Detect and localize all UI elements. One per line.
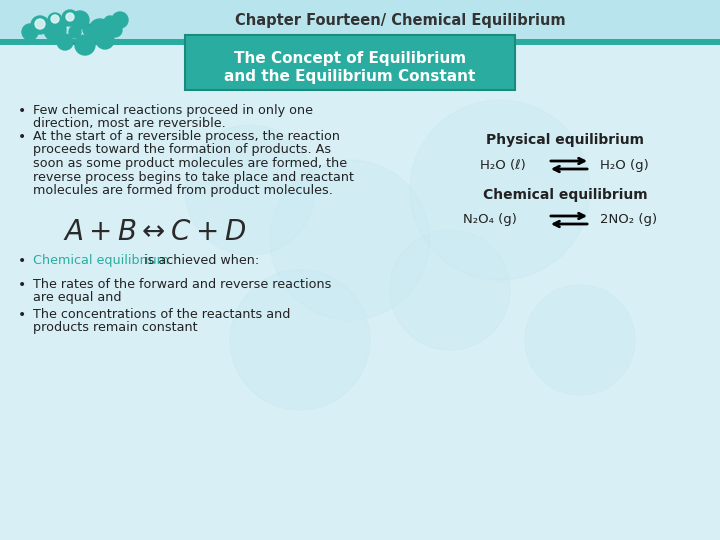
Text: The rates of the forward and reverse reactions: The rates of the forward and reverse rea… bbox=[33, 278, 331, 291]
Text: •: • bbox=[18, 308, 26, 322]
Text: Physical equilibrium: Physical equilibrium bbox=[486, 133, 644, 147]
Circle shape bbox=[96, 31, 114, 49]
Circle shape bbox=[75, 35, 95, 55]
Text: soon as some product molecules are formed, the: soon as some product molecules are forme… bbox=[33, 157, 347, 170]
Text: reverse process begins to take place and reactant: reverse process begins to take place and… bbox=[33, 171, 354, 184]
Circle shape bbox=[44, 19, 66, 41]
Text: Chapter Fourteen/ Chemical Equilibrium: Chapter Fourteen/ Chemical Equilibrium bbox=[235, 12, 565, 28]
Text: molecules are formed from product molecules.: molecules are formed from product molecu… bbox=[33, 184, 333, 197]
Circle shape bbox=[35, 19, 45, 29]
Text: The Concept of Equilibrium: The Concept of Equilibrium bbox=[234, 51, 466, 66]
Circle shape bbox=[112, 12, 128, 28]
Circle shape bbox=[104, 16, 116, 28]
Circle shape bbox=[230, 270, 370, 410]
Text: •: • bbox=[18, 104, 26, 118]
Text: •: • bbox=[18, 278, 26, 292]
Circle shape bbox=[55, 30, 65, 40]
Text: At the start of a reversible process, the reaction: At the start of a reversible process, th… bbox=[33, 130, 340, 143]
Circle shape bbox=[83, 25, 93, 35]
Text: 2NO₂ (g): 2NO₂ (g) bbox=[600, 213, 657, 226]
Circle shape bbox=[89, 19, 111, 41]
Text: The concentrations of the reactants and: The concentrations of the reactants and bbox=[33, 308, 290, 321]
Circle shape bbox=[22, 24, 38, 40]
Text: direction, most are reversible.: direction, most are reversible. bbox=[33, 118, 226, 131]
Circle shape bbox=[71, 11, 89, 29]
Text: is achieved when:: is achieved when: bbox=[140, 254, 259, 267]
Bar bbox=[0, 39, 720, 45]
Text: H₂O (ℓ): H₂O (ℓ) bbox=[480, 159, 526, 172]
Text: Few chemical reactions proceed in only one: Few chemical reactions proceed in only o… bbox=[33, 104, 313, 117]
Circle shape bbox=[66, 13, 74, 21]
Circle shape bbox=[88, 28, 102, 42]
Circle shape bbox=[525, 285, 635, 395]
Bar bbox=[185, 35, 515, 90]
Circle shape bbox=[48, 13, 62, 27]
Circle shape bbox=[108, 23, 122, 37]
Text: •: • bbox=[18, 130, 26, 144]
Text: H₂O (g): H₂O (g) bbox=[600, 159, 649, 172]
Text: are equal and: are equal and bbox=[33, 292, 122, 305]
Text: N₂O₄ (g): N₂O₄ (g) bbox=[463, 213, 517, 226]
Circle shape bbox=[51, 15, 59, 23]
Text: •: • bbox=[18, 254, 26, 268]
Text: Chemical equilibrium: Chemical equilibrium bbox=[33, 254, 169, 267]
Circle shape bbox=[270, 160, 430, 320]
Circle shape bbox=[390, 230, 510, 350]
Bar bbox=[0, 0, 720, 40]
Text: and the Equilibrium Constant: and the Equilibrium Constant bbox=[225, 70, 476, 84]
Circle shape bbox=[57, 34, 73, 50]
Text: Chemical equilibrium: Chemical equilibrium bbox=[482, 188, 647, 202]
Circle shape bbox=[62, 10, 78, 26]
Circle shape bbox=[410, 100, 590, 280]
Circle shape bbox=[31, 16, 49, 34]
Text: $A+B\leftrightarrow C+D$: $A+B\leftrightarrow C+D$ bbox=[63, 219, 246, 246]
Text: proceeds toward the formation of products. As: proceeds toward the formation of product… bbox=[33, 144, 331, 157]
Circle shape bbox=[69, 26, 81, 38]
Circle shape bbox=[185, 125, 315, 255]
Text: products remain constant: products remain constant bbox=[33, 321, 197, 334]
